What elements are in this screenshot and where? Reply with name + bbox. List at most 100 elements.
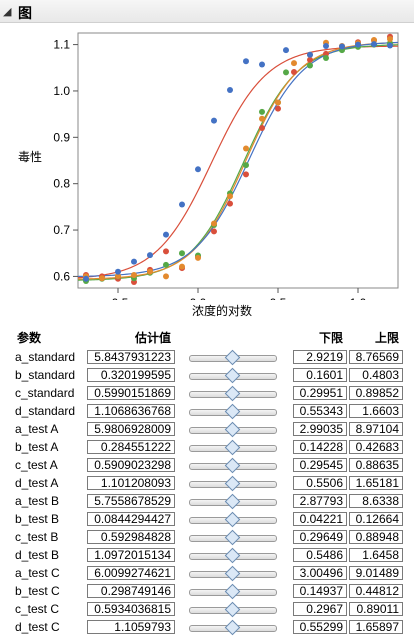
slider-thumb[interactable] — [224, 457, 241, 473]
data-point — [259, 108, 265, 115]
estimate-field[interactable]: 6.0099274621 — [87, 565, 175, 580]
upper-bound-field[interactable]: 0.89852 — [349, 385, 403, 400]
upper-bound-field[interactable]: 0.88948 — [349, 529, 403, 544]
parameter-slider[interactable] — [189, 529, 277, 545]
table-row: b_test C 0.298749146 0.14937 0.44812 — [15, 583, 403, 599]
lower-bound-field[interactable]: 0.04221 — [293, 511, 347, 526]
parameter-name: c_standard — [15, 385, 75, 400]
lower-bound-field[interactable]: 0.14228 — [293, 439, 347, 454]
data-point — [243, 145, 249, 152]
lower-bound-field[interactable]: 0.5486 — [293, 547, 347, 562]
slider-thumb[interactable] — [224, 367, 241, 383]
lower-bound-field[interactable]: 2.9219 — [293, 349, 347, 364]
lower-bound-field[interactable]: 0.29545 — [293, 457, 347, 472]
slider-thumb[interactable] — [224, 385, 241, 401]
slider-thumb[interactable] — [224, 529, 241, 545]
parameter-slider[interactable] — [189, 511, 277, 527]
table-row: d_test C 1.1059793 0.55299 1.65897 — [15, 619, 403, 635]
parameter-slider[interactable] — [189, 601, 277, 617]
y-axis-label: 毒性 — [18, 150, 43, 164]
slider-thumb[interactable] — [224, 601, 241, 617]
estimate-field[interactable]: 0.298749146 — [87, 583, 175, 598]
parameter-slider[interactable] — [189, 367, 277, 383]
data-point — [99, 275, 105, 282]
column-header-parameter: 参数 — [17, 331, 42, 345]
upper-bound-field[interactable]: 8.97104 — [349, 421, 403, 436]
lower-bound-field[interactable]: 2.87793 — [293, 493, 347, 508]
data-point — [283, 47, 289, 54]
lower-bound-field[interactable]: 0.14937 — [293, 583, 347, 598]
lower-bound-field[interactable]: 0.29951 — [293, 385, 347, 400]
parameter-slider[interactable] — [189, 475, 277, 491]
upper-bound-field[interactable]: 0.44812 — [349, 583, 403, 598]
slider-thumb[interactable] — [224, 349, 241, 365]
upper-bound-field[interactable]: 0.88635 — [349, 457, 403, 472]
table-row: c_test B 0.592984828 0.29649 0.88948 — [15, 529, 403, 545]
lower-bound-field[interactable]: 0.55299 — [293, 619, 347, 634]
slider-thumb[interactable] — [224, 547, 241, 563]
estimate-field[interactable]: 5.7558678529 — [87, 493, 175, 508]
parameter-slider[interactable] — [189, 547, 277, 563]
table-row: b_test A 0.284551222 0.14228 0.42683 — [15, 439, 403, 455]
upper-bound-field[interactable]: 8.76569 — [349, 349, 403, 364]
upper-bound-field[interactable]: 1.6603 — [349, 403, 403, 418]
parameter-slider[interactable] — [189, 403, 277, 419]
estimate-field[interactable]: 0.5990151869 — [87, 385, 175, 400]
parameter-slider[interactable] — [189, 583, 277, 599]
parameter-slider[interactable] — [189, 421, 277, 437]
slider-thumb[interactable] — [224, 511, 241, 527]
estimate-field[interactable]: 1.101208093 — [87, 475, 175, 490]
estimate-field[interactable]: 0.320199595 — [87, 367, 175, 382]
estimate-field[interactable]: 1.1068636768 — [87, 403, 175, 418]
estimate-field[interactable]: 0.0844294427 — [87, 511, 175, 526]
estimate-field[interactable]: 5.9806928009 — [87, 421, 175, 436]
data-point — [259, 125, 265, 132]
lower-bound-field[interactable]: 0.5506 — [293, 475, 347, 490]
lower-bound-field[interactable]: 0.2967 — [293, 601, 347, 616]
upper-bound-field[interactable]: 0.89011 — [349, 601, 403, 616]
slider-thumb[interactable] — [224, 583, 241, 599]
upper-bound-field[interactable]: 0.12664 — [349, 511, 403, 526]
slider-thumb[interactable] — [224, 493, 241, 509]
upper-bound-field[interactable]: 1.65181 — [349, 475, 403, 490]
data-point — [371, 41, 377, 48]
lower-bound-field[interactable]: 3.00496 — [293, 565, 347, 580]
parameter-slider[interactable] — [189, 439, 277, 455]
upper-bound-field[interactable]: 0.4803 — [349, 367, 403, 382]
lower-bound-field[interactable]: 0.55343 — [293, 403, 347, 418]
estimate-field[interactable]: 0.592984828 — [87, 529, 175, 544]
slider-thumb[interactable] — [224, 439, 241, 455]
estimate-field[interactable]: 1.0972015134 — [87, 547, 175, 562]
parameter-slider[interactable] — [189, 565, 277, 581]
data-point — [243, 58, 249, 65]
estimate-field[interactable]: 0.5909023298 — [87, 457, 175, 472]
data-point — [211, 228, 217, 235]
data-point — [291, 60, 297, 67]
slider-thumb[interactable] — [224, 475, 241, 491]
upper-bound-field[interactable]: 9.01489 — [349, 565, 403, 580]
lower-bound-field[interactable]: 0.29649 — [293, 529, 347, 544]
slider-thumb[interactable] — [224, 619, 241, 635]
estimate-field[interactable]: 0.284551222 — [87, 439, 175, 454]
estimate-field[interactable]: 0.5934036815 — [87, 601, 175, 616]
slider-thumb[interactable] — [224, 403, 241, 419]
data-point — [195, 254, 201, 261]
parameter-slider[interactable] — [189, 385, 277, 401]
slider-thumb[interactable] — [224, 565, 241, 581]
parameter-slider[interactable] — [189, 619, 277, 635]
slider-thumb[interactable] — [224, 421, 241, 437]
parameter-name: d_test A — [15, 475, 59, 490]
parameter-slider[interactable] — [189, 457, 277, 473]
upper-bound-field[interactable]: 0.42683 — [349, 439, 403, 454]
lower-bound-field[interactable]: 2.99035 — [293, 421, 347, 436]
estimate-field[interactable]: 5.8437931223 — [87, 349, 175, 364]
upper-bound-field[interactable]: 1.65897 — [349, 619, 403, 634]
upper-bound-field[interactable]: 1.6458 — [349, 547, 403, 562]
data-point — [259, 61, 265, 68]
lower-bound-field[interactable]: 0.1601 — [293, 367, 347, 382]
estimate-field[interactable]: 1.1059793 — [87, 619, 175, 634]
collapse-triangle-icon[interactable]: ◢ — [3, 6, 12, 18]
parameter-slider[interactable] — [189, 349, 277, 365]
parameter-slider[interactable] — [189, 493, 277, 509]
upper-bound-field[interactable]: 8.6338 — [349, 493, 403, 508]
